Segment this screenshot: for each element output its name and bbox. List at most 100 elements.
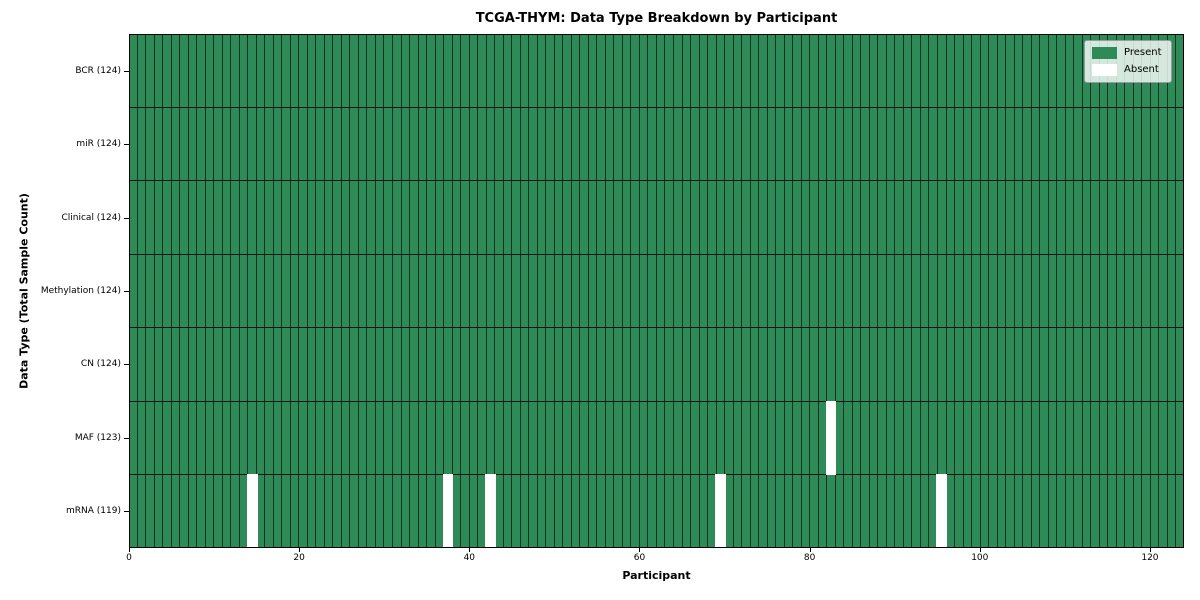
cell-present (733, 34, 743, 107)
cell-present (946, 401, 956, 475)
cell-present (248, 107, 257, 181)
cell-present (469, 254, 479, 328)
cell-present (478, 254, 487, 328)
cell-present (605, 254, 615, 328)
cell-present (503, 328, 513, 401)
cell-present (333, 401, 342, 475)
cell-present (282, 254, 291, 328)
cell-present (554, 328, 564, 401)
cell-present (520, 34, 530, 107)
cell-present (290, 328, 300, 401)
cell-present (903, 254, 913, 328)
cell-present (767, 328, 777, 401)
cell-present (818, 254, 828, 328)
cell-present (844, 401, 853, 475)
cell-present (299, 401, 308, 475)
cell-present (546, 254, 555, 328)
cell-present (886, 328, 896, 401)
cell-present (256, 34, 266, 107)
cell-present (333, 475, 342, 549)
cell-present (1014, 475, 1024, 549)
cell-present (1023, 475, 1032, 549)
cell-present (1125, 328, 1134, 401)
cell-present (767, 401, 777, 475)
cell-present (682, 107, 692, 181)
cell-present (810, 254, 819, 328)
cell-present (929, 328, 938, 401)
cell-present (461, 181, 470, 254)
cell-present (307, 401, 317, 475)
cell-present (997, 475, 1007, 549)
y-tick-label: miR (124) (76, 139, 121, 150)
cell-present (537, 181, 547, 254)
cell-present (375, 107, 385, 181)
cell-present (827, 34, 836, 107)
cell-present (1159, 254, 1168, 328)
cell-present (580, 107, 589, 181)
cell-present (307, 107, 317, 181)
cell-present (588, 328, 598, 401)
cell-present (435, 107, 445, 181)
cell-present (767, 475, 777, 549)
cell-present (146, 34, 155, 107)
cell-present (222, 34, 232, 107)
cell-present (1057, 401, 1066, 475)
cell-present (929, 254, 938, 328)
y-tick-label: BCR (124) (75, 65, 121, 76)
cell-present (903, 34, 913, 107)
cell-present (801, 328, 811, 401)
cell-present (1176, 401, 1184, 475)
cell-present (392, 328, 402, 401)
cell-present (733, 401, 743, 475)
cell-present (1082, 107, 1092, 181)
cell-present (674, 107, 683, 181)
cell-present (1065, 107, 1075, 181)
cell-present (648, 107, 657, 181)
cell-present (316, 254, 325, 328)
cell-present (1006, 475, 1015, 549)
cell-present (171, 181, 181, 254)
cell-present (1065, 475, 1075, 549)
y-tick-mark (124, 364, 129, 366)
cell-present (605, 475, 615, 549)
cell-present (733, 181, 743, 254)
cell-present (571, 328, 581, 401)
cell-present (486, 401, 496, 475)
cell-present (435, 181, 445, 254)
cell-present (699, 401, 709, 475)
cell-present (367, 34, 376, 107)
cell-present (708, 401, 717, 475)
cell-present (1091, 254, 1100, 328)
cell-present (273, 34, 283, 107)
cell-present (154, 475, 164, 549)
cell-present (341, 328, 351, 401)
cell-present (733, 107, 743, 181)
cell-present (614, 254, 623, 328)
cell-present (529, 475, 538, 549)
cell-present (188, 34, 198, 107)
cell-present (503, 401, 513, 475)
cell-present (469, 181, 479, 254)
cell-present (614, 328, 623, 401)
cell-present (248, 181, 257, 254)
cell-present (350, 254, 359, 328)
cell-present (622, 181, 632, 254)
cell-present (469, 107, 479, 181)
cell-present (793, 34, 802, 107)
cell-present (503, 475, 513, 549)
legend-label: Absent (1124, 64, 1159, 75)
cell-present (324, 328, 334, 401)
cell-present (307, 328, 317, 401)
cell-present (827, 475, 836, 549)
cell-present (537, 254, 547, 328)
cell-present (903, 475, 913, 549)
cell-present (546, 401, 555, 475)
cell-present (256, 328, 266, 401)
cell-present (639, 34, 649, 107)
cell-present (239, 328, 249, 401)
cell-present (588, 34, 598, 107)
cell-present (469, 475, 479, 549)
cell-present (972, 328, 981, 401)
cell-present (478, 34, 487, 107)
cell-present (137, 254, 147, 328)
